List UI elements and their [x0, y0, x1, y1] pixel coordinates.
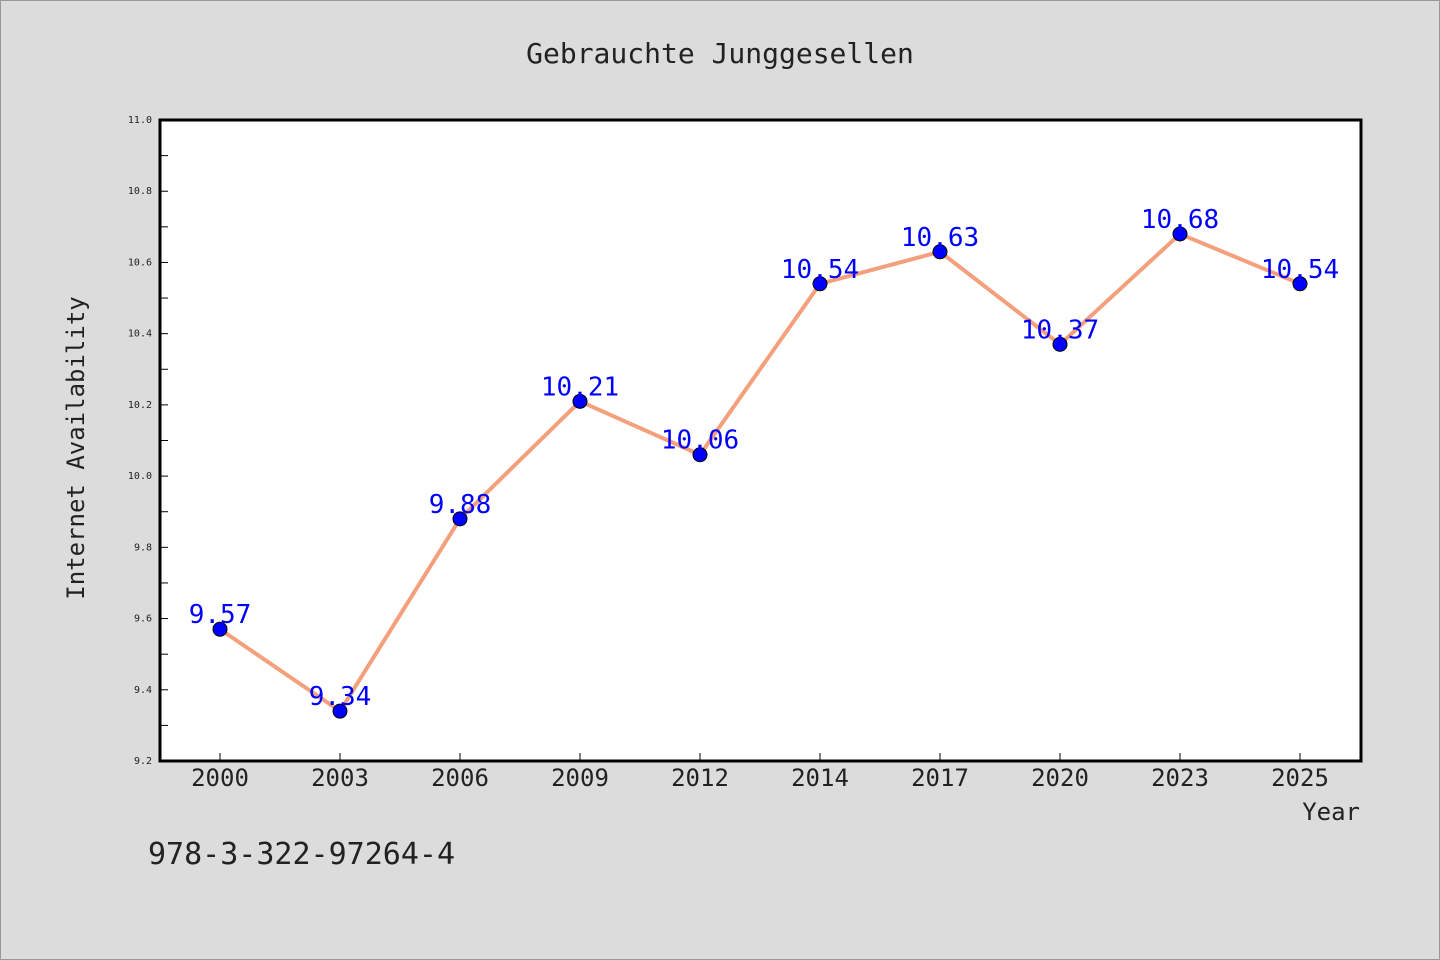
y-tick-label: 10.0 [128, 471, 152, 482]
y-tick-label: 9.6 [134, 614, 152, 625]
data-label: 10.06 [661, 426, 739, 456]
data-point [812, 276, 828, 292]
x-tick-label: 2009 [551, 764, 609, 792]
data-label: 10.63 [901, 223, 979, 253]
y-tick-label: 9.8 [134, 542, 152, 553]
data-labels: 9.57 9.34 9.88 10.21 10.06 10.54 10.63 10.37 10.… [189, 205, 1339, 712]
data-label: 10.68 [1141, 205, 1219, 235]
data-point [452, 511, 468, 527]
x-tick-label: 2014 [791, 764, 849, 792]
y-tick-label: 10.8 [128, 186, 152, 197]
y-tick-label: 10.6 [128, 257, 152, 268]
x-tick-label: 2012 [671, 764, 729, 792]
x-tick-label: 2025 [1271, 764, 1329, 792]
x-tick-label: 2000 [191, 764, 249, 792]
data-label: 9.34 [309, 682, 372, 712]
x-axis: 2000 2003 2006 2009 2012 2014 2017 2020 2023 2025 [191, 753, 1329, 792]
y-tick-label: 10.4 [128, 329, 152, 340]
x-axis-label: Year [1302, 798, 1360, 826]
y-tick-label: 9.2 [134, 756, 152, 767]
x-tick-label: 2006 [431, 764, 489, 792]
series-line [218, 231, 1301, 714]
chart-title: Gebrauchte Junggesellen [526, 37, 914, 70]
data-label: 10.37 [1021, 315, 1099, 345]
data-point [932, 244, 948, 260]
data-label: 10.21 [541, 372, 619, 402]
data-point [212, 621, 228, 637]
data-point [332, 703, 348, 719]
data-point [572, 393, 588, 409]
series-markers [212, 226, 1308, 719]
x-tick-label: 2003 [311, 764, 369, 792]
y-axis: 9.2 9.4 9.6 9.8 10.0 10.2 10.4 10.6 10.8 11.0 [128, 115, 168, 767]
y-tick-label: 10.2 [128, 400, 152, 411]
data-point [692, 447, 708, 463]
isbn-code: 978-3-322-97264-4 [148, 837, 455, 872]
data-label: 9.57 [189, 600, 252, 630]
plot-area [158, 118, 1363, 763]
x-tick-label: 2017 [911, 764, 969, 792]
data-point [1292, 276, 1308, 292]
data-label: 10.54 [781, 255, 859, 285]
y-tick-label: 9.4 [134, 685, 152, 696]
x-tick-label: 2020 [1031, 764, 1089, 792]
data-label: 10.54 [1261, 255, 1339, 285]
data-label: 9.88 [429, 490, 492, 520]
y-tick-label: 11.0 [128, 115, 152, 126]
y-axis-label: Internet Availability [62, 296, 90, 599]
data-point [1052, 336, 1068, 352]
data-point [1172, 226, 1188, 242]
x-tick-label: 2023 [1151, 764, 1209, 792]
